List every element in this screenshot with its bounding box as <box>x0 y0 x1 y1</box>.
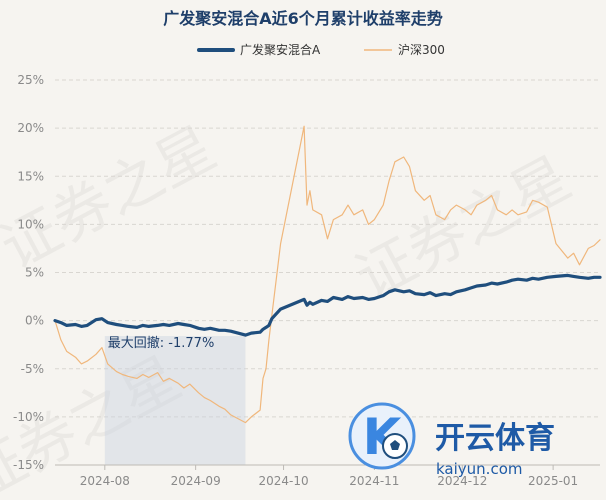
y-tick-label: 20% <box>17 121 44 135</box>
x-tick-label: 2025-01 <box>528 474 578 488</box>
y-tick-label: 5% <box>25 266 44 280</box>
x-tick-label: 2024-12 <box>437 474 487 488</box>
legend: 广发聚安混合A 沪深300 <box>197 42 445 57</box>
x-tick-label: 2024-11 <box>349 474 399 488</box>
y-axis-ticks: 25% 20% 15% 10% 5% 0% -5% -10% -15% <box>13 73 44 472</box>
soccer-ball-panel-icon <box>390 440 400 450</box>
series-line-fund <box>53 273 602 337</box>
logo-name: 开云体育 <box>435 421 555 456</box>
logo-domain: kaiyun.com <box>436 460 522 478</box>
y-tick-label: 15% <box>17 169 44 183</box>
y-tick-label: 25% <box>17 73 44 87</box>
series-lines <box>53 125 602 424</box>
series-line-index <box>54 125 601 424</box>
y-tick-label: -10% <box>13 410 44 424</box>
x-axis-ticks: 2024-08 2024-09 2024-10 2024-11 2024-12 2025-… <box>55 464 600 488</box>
x-tick-label: 2024-09 <box>171 474 221 488</box>
y-tick-label: 10% <box>17 217 44 231</box>
drawdown-layer <box>104 336 246 465</box>
legend-label-index[interactable]: 沪深300 <box>398 43 445 57</box>
watermark-text-1: 证券之星 <box>0 113 226 282</box>
brand-logo: K 开云体育 kaiyun.com <box>348 402 555 478</box>
y-tick-label: -15% <box>13 458 44 472</box>
legend-label-fund[interactable]: 广发聚安混合A <box>240 42 321 57</box>
watermark-text-2: 证券之星 <box>345 143 582 312</box>
chart-title: 广发聚安混合A近6个月累计收益率走势 <box>163 9 443 28</box>
drawdown-label: 最大回撤: -1.77% <box>108 335 215 351</box>
x-tick-label: 2024-10 <box>258 474 308 488</box>
y-tick-label: -5% <box>21 362 44 376</box>
x-tick-label: 2024-08 <box>80 474 130 488</box>
y-tick-label: 0% <box>25 314 44 328</box>
drawdown-band <box>104 336 246 465</box>
